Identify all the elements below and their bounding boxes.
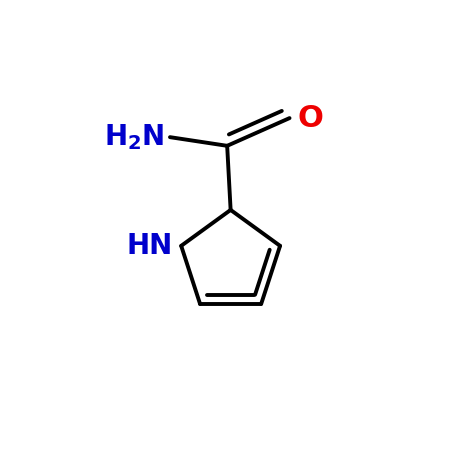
Text: O: O bbox=[297, 104, 323, 133]
Text: $\mathregular{H_2N}$: $\mathregular{H_2N}$ bbox=[104, 122, 165, 152]
Text: HN: HN bbox=[126, 232, 172, 260]
